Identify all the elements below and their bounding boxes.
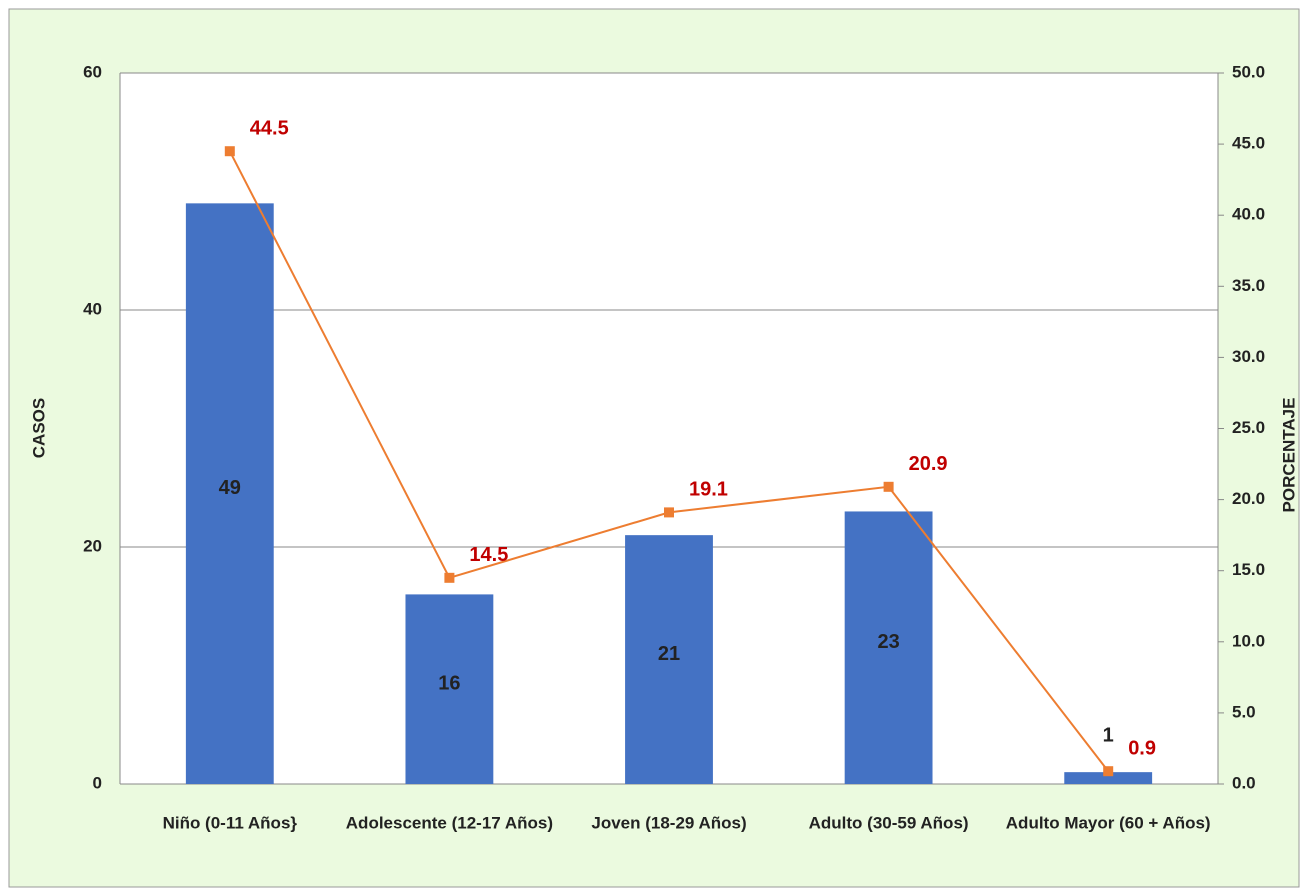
bar (185, 203, 274, 785)
y2-tick-label: 45.0 (1232, 134, 1265, 153)
y-tick-label: 60 (83, 62, 102, 81)
x-tick-label: Niño (0-11 Años} (163, 813, 298, 832)
y-tick-label: 20 (83, 536, 102, 555)
line-value-label: 20.9 (909, 453, 948, 475)
bar-value-label: 1 (1103, 724, 1114, 746)
line-marker (883, 481, 894, 492)
x-tick-label: Joven (18-29 Años) (591, 813, 746, 832)
line-value-label: 0.9 (1128, 737, 1156, 759)
bar (1064, 772, 1153, 784)
x-tick-label: Adulto (30-59 Años) (809, 813, 969, 832)
line-value-label: 44.5 (250, 117, 289, 139)
line-marker (444, 572, 455, 583)
x-tick-label: Adulto Mayor (60 + Años) (1006, 813, 1211, 832)
y-tick-label: 40 (83, 299, 102, 318)
y2-tick-label: 40.0 (1232, 205, 1265, 224)
y2-tick-label: 25.0 (1232, 418, 1265, 437)
y-axis-title: CASOS (29, 398, 48, 458)
y-tick-label: 0 (93, 773, 102, 792)
y2-tick-label: 50.0 (1232, 62, 1265, 81)
line-value-label: 19.1 (689, 479, 728, 501)
y2-tick-label: 20.0 (1232, 489, 1265, 508)
x-tick-label: Adolescente (12-17 Años) (346, 813, 553, 832)
bar-value-label: 23 (877, 631, 899, 653)
bar-value-label: 16 (438, 672, 460, 694)
y2-tick-label: 0.0 (1232, 773, 1256, 792)
bar (625, 535, 713, 784)
y2-axis-title: PORCENTAJE (1279, 398, 1298, 513)
y2-tick-label: 35.0 (1232, 276, 1265, 295)
line-marker (1103, 766, 1114, 777)
bar (405, 594, 494, 784)
line-marker (224, 146, 235, 157)
bar-value-label: 49 (219, 477, 241, 499)
y2-tick-label: 30.0 (1232, 347, 1265, 366)
bar (844, 511, 933, 784)
y2-tick-label: 5.0 (1232, 702, 1256, 721)
y2-tick-label: 15.0 (1232, 560, 1265, 579)
line-marker (664, 507, 674, 518)
y2-tick-label: 10.0 (1232, 631, 1265, 650)
line-value-label: 14.5 (469, 544, 508, 566)
bar-value-label: 21 (658, 643, 680, 665)
